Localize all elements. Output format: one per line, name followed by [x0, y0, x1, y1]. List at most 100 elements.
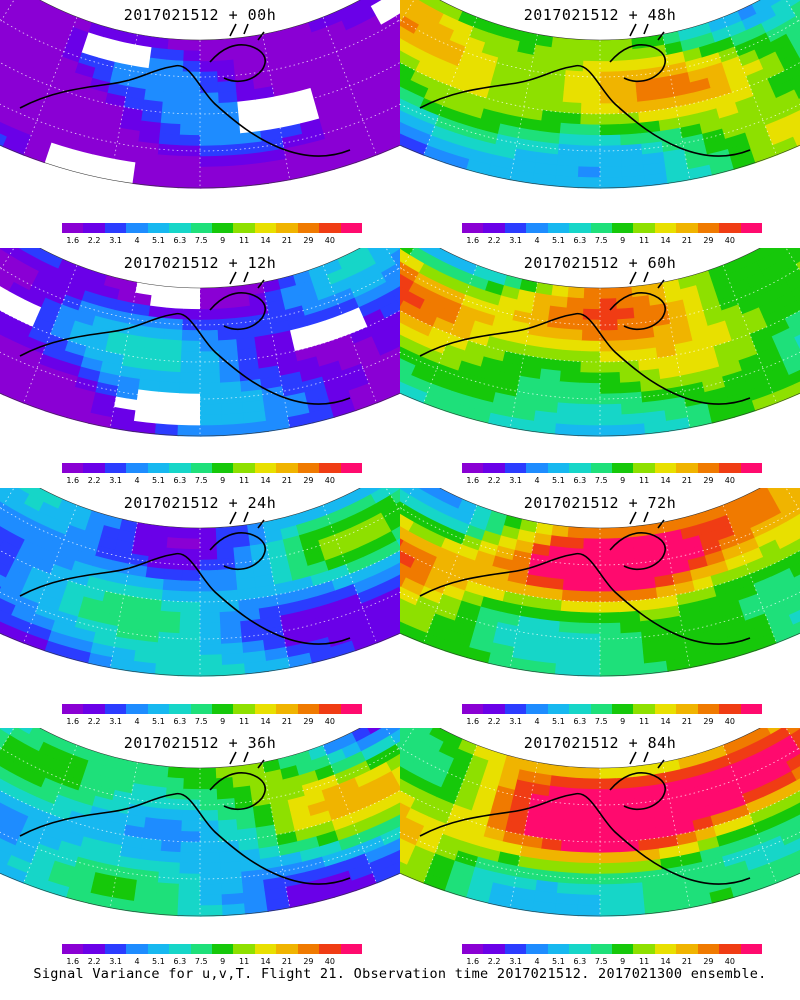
field-cell [260, 375, 284, 391]
colorbar-tick-label: 40 [324, 717, 335, 726]
field-cell [155, 652, 180, 666]
field-cell [66, 407, 92, 424]
colorbar-segment [676, 223, 699, 233]
field-cell [563, 808, 584, 822]
field-cell [621, 642, 645, 655]
field-cell [10, 845, 37, 865]
field-cell [600, 424, 625, 437]
field-cell [264, 288, 284, 304]
field-cell [368, 614, 395, 634]
field-cell [311, 514, 332, 531]
field-cell [619, 122, 642, 136]
field-cell [200, 329, 220, 342]
field-cell [363, 788, 387, 808]
field-cell [561, 829, 583, 843]
field-cell [444, 400, 471, 419]
colorbar-segment [676, 463, 699, 473]
graticule-parallel [400, 103, 800, 152]
field-cell [545, 78, 566, 92]
field-cell [237, 347, 259, 361]
field-cell [438, 593, 463, 612]
field-cell [0, 334, 8, 349]
colorbar-segment [697, 944, 720, 954]
field-cell [521, 594, 544, 610]
field-cell [517, 375, 542, 391]
field-cell [581, 81, 602, 94]
field-cell [763, 548, 787, 568]
field-cell [364, 604, 391, 624]
field-cell [149, 47, 169, 61]
field-cell [756, 493, 778, 512]
field-cell [566, 537, 585, 550]
field-cell [464, 340, 488, 358]
field-cell [356, 733, 378, 752]
field-cell [556, 642, 581, 656]
field-cell [400, 488, 411, 506]
colorbar-segment [483, 944, 506, 954]
field-cell [678, 112, 702, 129]
field-cell [749, 566, 774, 585]
field-cell [405, 327, 430, 348]
field-cell [220, 381, 243, 394]
field-cell [391, 526, 400, 541]
field-cell [389, 802, 400, 818]
field-cell [68, 570, 91, 588]
field-cell [260, 855, 284, 871]
field-cell [415, 549, 438, 568]
field-cell [532, 900, 558, 915]
field-cell [8, 33, 31, 53]
field-cell [566, 49, 585, 62]
field-cell [262, 30, 282, 46]
field-cell [28, 806, 52, 825]
field-cell [30, 125, 57, 144]
field-cell [793, 133, 800, 147]
field-cell [338, 537, 361, 555]
field-cell [637, 99, 659, 113]
field-cell [61, 830, 85, 848]
field-cell [544, 817, 565, 831]
colorbar-segment [212, 223, 234, 233]
field-cell [0, 381, 9, 396]
field-cell [758, 779, 782, 798]
field-cell [450, 324, 473, 342]
field-cell [560, 112, 583, 125]
field-cell [600, 39, 618, 52]
field-cell [200, 548, 219, 561]
field-cell [427, 135, 453, 154]
field-cell [458, 10, 479, 28]
field-cell [424, 530, 447, 549]
field-cell [458, 498, 479, 516]
field-cell [559, 610, 582, 624]
field-cell [27, 383, 53, 402]
field-cell [337, 3, 358, 22]
colorbar-tick-label: 9 [620, 236, 626, 245]
field-cell [674, 92, 697, 108]
field-cell [400, 310, 417, 330]
field-cell [532, 420, 558, 435]
field-cell [436, 787, 460, 806]
field-cell [200, 862, 222, 875]
field-cell [514, 779, 535, 795]
field-cell [790, 0, 800, 17]
colorbar-tick-label: 3.1 [509, 476, 522, 485]
variance-map [400, 0, 800, 189]
field-cell [775, 254, 798, 274]
colorbar-labels: 1.6 2.2 3.1 4 5.1 6.3 7.5 9 11 14 21 29 40 [62, 957, 362, 967]
field-cell [600, 102, 621, 115]
field-cell [0, 743, 20, 763]
field-cell [6, 374, 33, 395]
field-cell [419, 539, 443, 559]
field-cell [240, 378, 264, 393]
colorbar-tick-label: 21 [681, 236, 693, 245]
field-cell [61, 102, 85, 120]
field-cell [566, 297, 585, 310]
field-cell [357, 97, 382, 117]
field-cell [642, 639, 667, 654]
field-cell [145, 326, 166, 340]
field-cell [0, 310, 17, 330]
field-cell [579, 124, 602, 136]
colorbar-segment [212, 463, 234, 473]
field-cell [145, 806, 166, 820]
field-cell [745, 68, 769, 87]
colorbar-tick-label: 9 [620, 717, 626, 726]
